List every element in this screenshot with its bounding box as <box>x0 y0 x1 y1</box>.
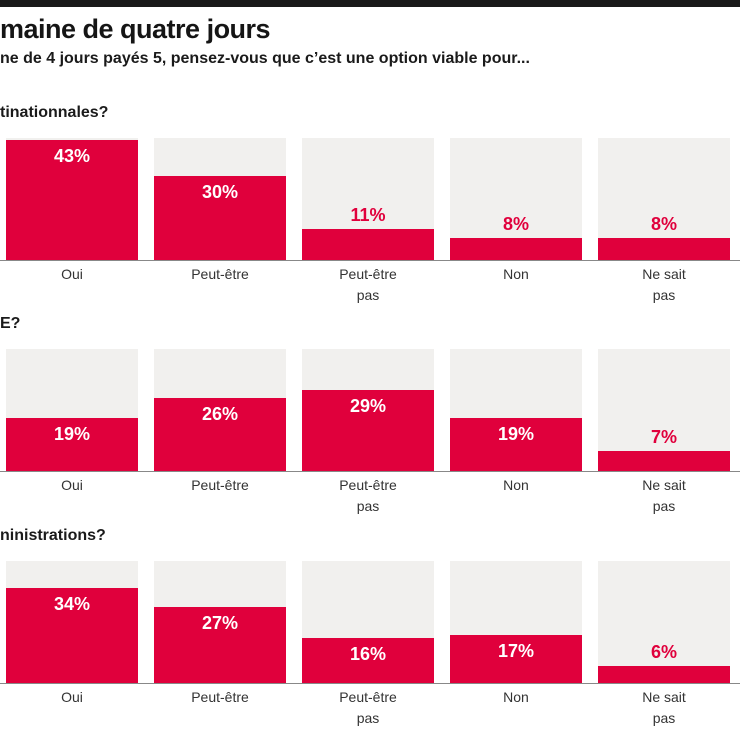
bar <box>302 389 434 471</box>
value-label: 17% <box>497 641 535 662</box>
bar <box>154 607 286 683</box>
bar <box>598 451 730 471</box>
bar <box>154 398 286 471</box>
value-label: 34% <box>53 593 91 614</box>
chart-subtitle: ne de 4 jours payés 5, pensez-vous que c… <box>0 50 530 67</box>
bar-background: 34% <box>6 561 138 683</box>
bar <box>450 237 582 260</box>
bar-background: 11% <box>302 138 434 260</box>
category-label: Non <box>503 266 529 282</box>
value-label: 6% <box>650 642 677 663</box>
value-label: 16% <box>349 644 387 665</box>
bar-background: 43% <box>6 138 138 260</box>
bar-background: 19% <box>6 349 138 471</box>
bar <box>302 638 434 683</box>
bar <box>6 587 138 683</box>
chart-title: maine de quatre jours <box>0 14 271 44</box>
category-label: Peut-être <box>191 689 249 705</box>
bar-background: 17% <box>450 561 582 683</box>
category-label: Ne sait pas <box>642 689 686 726</box>
value-label: 43% <box>53 145 91 166</box>
category-label: Oui <box>61 266 83 282</box>
bar <box>154 176 286 260</box>
category-label: Peut-être <box>191 266 249 282</box>
bar <box>450 635 582 683</box>
bar-background: 26% <box>154 349 286 471</box>
category-label: Peut-être pas <box>339 689 397 726</box>
bar-background: 8% <box>450 138 582 260</box>
value-label: 8% <box>502 213 529 234</box>
bar <box>6 139 138 260</box>
bar <box>450 417 582 471</box>
bar <box>302 229 434 260</box>
baseline <box>0 260 740 261</box>
value-label: 19% <box>53 423 91 444</box>
category-label: Ne sait pas <box>642 266 686 303</box>
value-label: 26% <box>201 404 239 425</box>
value-label: 30% <box>201 182 239 202</box>
section-title: E? <box>0 315 21 332</box>
category-label: Peut-être <box>191 477 249 493</box>
bar-background: 16% <box>302 561 434 683</box>
value-label: 8% <box>650 213 677 234</box>
bar-background: 19% <box>450 349 582 471</box>
bar-background: 27% <box>154 561 286 683</box>
bar <box>6 417 138 471</box>
category-label: Non <box>503 689 529 705</box>
section-title: ninistrations? <box>0 527 106 544</box>
category-label: Ne sait pas <box>642 477 686 514</box>
top-bar <box>0 0 740 7</box>
value-label: 27% <box>201 613 239 634</box>
section-title: tinationnales? <box>0 104 109 121</box>
category-label: Oui <box>61 477 83 493</box>
value-label: 11% <box>350 205 386 226</box>
bar <box>598 666 730 683</box>
category-label: Non <box>503 477 529 493</box>
bar-background: 6% <box>598 561 730 683</box>
value-label: 29% <box>349 395 387 416</box>
value-label: 7% <box>650 427 677 448</box>
bar-background: 30% <box>154 138 286 260</box>
category-label: Peut-être pas <box>339 266 397 303</box>
baseline <box>0 471 740 472</box>
bar-background: 8% <box>598 138 730 260</box>
bar-background: 29% <box>302 349 434 471</box>
category-label: Peut-être pas <box>339 477 397 514</box>
value-label: 19% <box>497 423 535 444</box>
bar-background: 7% <box>598 349 730 471</box>
bar <box>598 237 730 260</box>
baseline <box>0 683 740 684</box>
category-label: Oui <box>61 689 83 705</box>
